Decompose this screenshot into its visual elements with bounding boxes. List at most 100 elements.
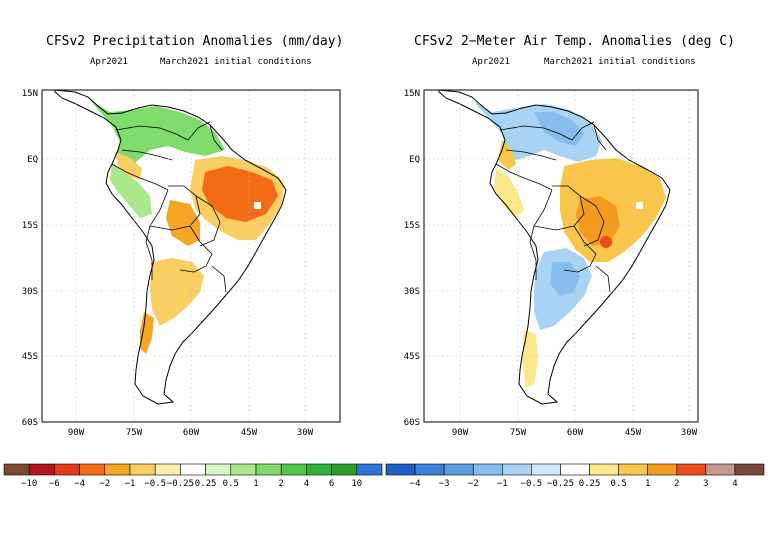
precip-colorbar-label: 1 <box>253 479 258 489</box>
temp-colorbar-swatch <box>705 463 736 476</box>
lon-label: 60W <box>567 428 584 438</box>
precip-colorbar-swatch <box>205 463 232 476</box>
precip-colorbar-swatch <box>104 463 131 476</box>
precip-colorbar-swatch <box>3 463 30 476</box>
precip-dry-center <box>166 200 200 246</box>
temp-colorbar-swatch <box>472 463 503 476</box>
temp-masked-cell <box>636 202 643 209</box>
temp-cool-north-deep <box>534 112 584 146</box>
precip-colorbar-label: −6 <box>49 479 60 489</box>
lat-label: 30S <box>404 287 420 297</box>
precip-dry-west-amazon <box>116 152 142 180</box>
precip-colorbar-swatch <box>280 463 307 476</box>
temp-colorbar-swatch <box>385 463 416 476</box>
temp-colorbar-swatch <box>560 463 590 476</box>
lon-label: 90W <box>68 428 85 438</box>
temp-colorbar-swatch <box>647 463 678 476</box>
temp-colorbar-swatch <box>531 463 561 476</box>
temp-colorbar-label: −1 <box>497 479 508 489</box>
temp-colorbar-swatch <box>734 463 765 476</box>
precip-colorbar-swatch <box>79 463 106 476</box>
precip-colorbar-swatch <box>129 463 156 476</box>
temp-colorbar-label: 2 <box>674 479 679 489</box>
temp-map-panel: CFSv2 2−Meter Air Temp. Anomalies (deg C… <box>404 34 735 438</box>
precip-dry-argentina <box>150 258 204 326</box>
precip-lon-labels: 90W 75W 60W 45W 30W <box>68 428 314 438</box>
lat-label: 15S <box>22 221 38 231</box>
precip-map-title: CFSv2 Precipitation Anomalies (mm/day) <box>46 34 343 49</box>
precip-map-panel: CFSv2 Precipitation Anomalies (mm/day) A… <box>22 34 344 438</box>
precip-map-frame <box>41 89 341 423</box>
precip-dry-patagonia <box>140 312 154 354</box>
temp-map-init: March2021 initial conditions <box>544 57 696 67</box>
precip-colorbar-label: 10 <box>351 479 362 489</box>
precip-gridlines <box>42 90 340 422</box>
temp-warm-patagonia <box>522 330 538 388</box>
lat-label: 45S <box>22 352 38 362</box>
precip-lat-labels: 15N EQ 15S 30S 45S 60S <box>22 89 38 428</box>
temp-colorbar-label: −0.5 <box>521 479 543 489</box>
temp-colorbar-label: −4 <box>410 479 421 489</box>
temp-lat-labels: 15N EQ 15S 30S 45S 60S <box>404 89 420 428</box>
temp-anomaly-fields <box>439 90 670 404</box>
lat-label: 15N <box>404 89 420 99</box>
temp-map-valid-month: Apr2021 <box>472 57 510 67</box>
precip-colorbar-label: 4 <box>304 479 309 489</box>
precip-map-init: March2021 initial conditions <box>160 57 312 67</box>
lat-label: 45S <box>404 352 420 362</box>
precip-map-valid-month: Apr2021 <box>90 57 128 67</box>
temp-colorbar-label: −0.25 <box>547 479 574 489</box>
precip-colorbar-label: 0.5 <box>223 479 239 489</box>
temp-colorbar-label: 3 <box>703 479 708 489</box>
precip-colorbar-swatch <box>28 463 55 476</box>
lon-label: 90W <box>452 428 469 438</box>
temp-colorbar: −4 −3 −2 −1 −0.5 −0.25 0.25 0.5 1 2 3 4 <box>385 463 765 489</box>
lat-label: 60S <box>404 418 420 428</box>
precip-colorbar-swatch <box>54 463 80 476</box>
temp-colorbar-label: 0.25 <box>579 479 601 489</box>
temp-colorbar-label: −2 <box>468 479 479 489</box>
lon-label: 30W <box>681 428 698 438</box>
precip-colorbar-swatch <box>154 463 181 476</box>
precip-colorbar-label: −2 <box>99 479 110 489</box>
precip-colorbar-label: 0.25 <box>195 479 217 489</box>
precip-colorbar-label: 2 <box>278 479 283 489</box>
precip-colorbar-label: −0.5 <box>144 479 166 489</box>
lat-label: 15N <box>22 89 38 99</box>
temp-gridlines <box>424 90 698 422</box>
precip-colorbar-label: −1 <box>125 479 136 489</box>
lon-label: 75W <box>510 428 527 438</box>
temp-lon-labels: 90W 75W 60W 45W 30W <box>452 428 698 438</box>
temp-colorbar-label: −3 <box>439 479 450 489</box>
temp-colorbar-swatch <box>618 463 648 476</box>
lon-label: 30W <box>297 428 314 438</box>
temp-map-title: CFSv2 2−Meter Air Temp. Anomalies (deg C… <box>414 34 735 49</box>
temp-warm-andes <box>494 168 524 218</box>
precip-colorbar-swatch <box>331 463 358 476</box>
lon-label: 45W <box>625 428 642 438</box>
precip-colorbar-swatch <box>180 463 206 476</box>
precip-colorbar-label: 6 <box>329 479 334 489</box>
precip-colorbar-swatch <box>356 463 383 476</box>
lon-label: 45W <box>241 428 258 438</box>
temp-colorbar-swatch <box>502 463 532 476</box>
precip-anomaly-fields <box>55 90 286 404</box>
precip-colorbar-label: −10 <box>21 479 37 489</box>
temp-map-frame <box>423 89 699 423</box>
temp-colorbar-swatch <box>443 463 474 476</box>
precip-colorbar: −10 −6 −4 −2 −1 −0.5 −0.25 0.25 0.5 1 2 4 6 10 <box>3 463 383 489</box>
lat-label: EQ <box>27 155 38 165</box>
lon-label: 60W <box>183 428 200 438</box>
precip-colorbar-swatch <box>230 463 257 476</box>
temp-cool-north <box>472 100 602 162</box>
precip-colorbar-swatch <box>255 463 282 476</box>
temp-colorbar-swatch <box>414 463 445 476</box>
temp-colorbar-swatch <box>589 463 619 476</box>
lat-label: 60S <box>22 418 38 428</box>
temp-colorbar-swatch <box>676 463 707 476</box>
temp-colorbar-label: 4 <box>732 479 737 489</box>
lat-label: 30S <box>22 287 38 297</box>
temp-colorbar-label: 1 <box>645 479 650 489</box>
lon-label: 75W <box>126 428 143 438</box>
temp-cool-south-deep <box>550 262 580 296</box>
